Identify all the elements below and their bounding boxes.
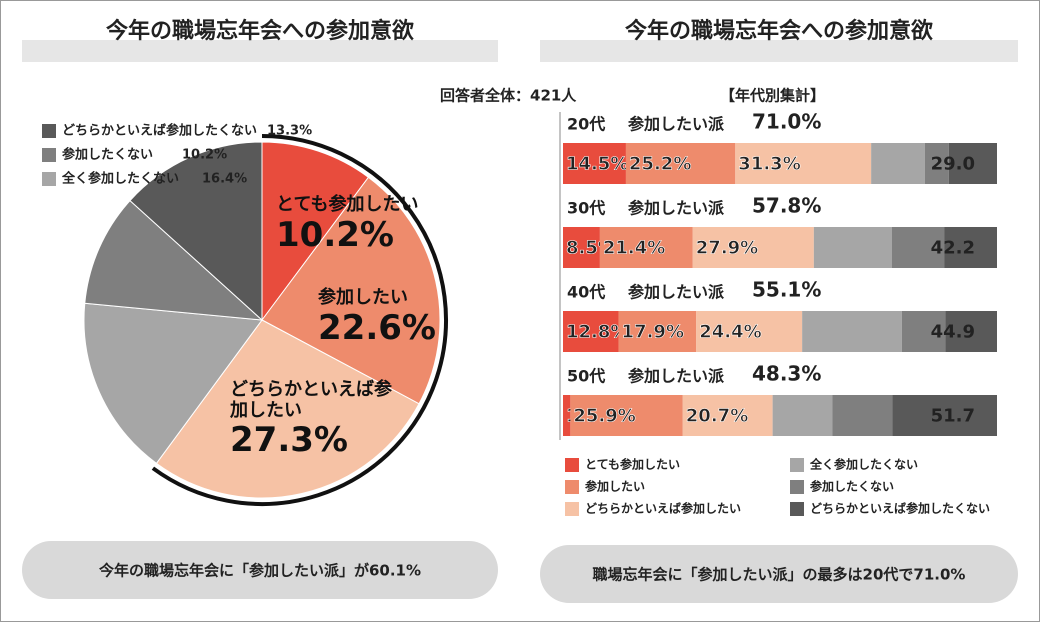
positive-total: 57.8%: [752, 194, 821, 218]
summary-pill: [540, 545, 1018, 603]
legend-value: 13.3%: [267, 124, 312, 139]
bar-segment: [563, 143, 626, 184]
bar-segment: [924, 143, 949, 184]
bar-segment: [625, 143, 736, 184]
legend-label: 全く参加したくない: [809, 457, 918, 472]
bar-label: 20.7%: [686, 406, 748, 427]
respondents: 回答者全体：421人: [440, 87, 577, 105]
legend-label: 参加したくない: [810, 479, 894, 494]
bar-segment: [948, 143, 997, 184]
bar-segment: [563, 227, 600, 268]
group-label: 参加したい派: [628, 115, 725, 134]
negative-total: 44.9: [931, 322, 975, 343]
title-band: [540, 40, 1018, 62]
bar-segment: [599, 227, 693, 268]
legend-swatch: [565, 458, 579, 472]
bar-segment: [772, 395, 833, 436]
subtitle: 【年代別集計】: [720, 87, 825, 105]
bar-label: 14.5%: [566, 154, 628, 175]
positive-total: 71.0%: [752, 110, 821, 134]
legend-swatch: [42, 124, 56, 138]
slice-label: 参加したい 22.6%: [318, 287, 483, 348]
slice-name: どちらかといえば参加したい: [230, 379, 392, 421]
category-label: 20代: [567, 115, 605, 134]
category-label: 50代: [567, 367, 605, 386]
legend-label: どちらかといえば参加したくない: [810, 501, 990, 516]
bar-segment: [692, 227, 814, 268]
group-label: 参加したい派: [628, 199, 725, 218]
legend-swatch: [565, 480, 579, 494]
legend-swatch: [790, 502, 804, 516]
bar-label: 31.3%: [738, 154, 800, 175]
group-label: 参加したい派: [628, 367, 725, 386]
summary-pill: [22, 541, 498, 599]
positive-total: 55.1%: [752, 278, 821, 302]
bar-segment: [696, 311, 803, 352]
slice-label: とても参加したい 10.2%: [276, 194, 441, 255]
bar-label: 12.8%: [566, 322, 628, 343]
summary: 今年の職場忘年会に「参加したい派」が60.1%: [98, 562, 421, 580]
bar-segment: [871, 143, 925, 184]
slice-value: 10.2%: [276, 214, 394, 255]
bar-label: 21.4%: [603, 238, 665, 259]
bar-segment: [735, 143, 872, 184]
bar-label: 25.9%: [573, 406, 635, 427]
negative-total: 51.7: [931, 406, 975, 427]
bar-segment: [892, 395, 997, 436]
negative-total: 29.0: [931, 154, 975, 175]
bar-segment: [618, 311, 697, 352]
legend-label: とても参加したい: [585, 457, 680, 472]
legend-label: 参加したい: [585, 479, 645, 494]
pie-slice: [129, 141, 263, 322]
pie-slice: [261, 176, 441, 405]
bar-segment: [891, 227, 945, 268]
bar-segment: [901, 311, 946, 352]
legend-value: 16.4%: [202, 172, 247, 187]
negative-total: 42.2: [931, 238, 975, 259]
positive-total: 48.3%: [752, 362, 821, 386]
legend-label: どちらかといえば参加したい: [585, 501, 741, 516]
slice-name: とても参加したい: [276, 194, 419, 215]
slice-value: 22.6%: [318, 307, 436, 348]
bar-segment: [570, 395, 683, 436]
bar-segment: [802, 311, 902, 352]
legend-swatch: [790, 480, 804, 494]
bar-segment: [813, 227, 892, 268]
category-label: 30代: [567, 199, 605, 218]
pie-slice: [261, 141, 370, 322]
legend-label: どちらかといえば参加したくない: [62, 123, 257, 139]
chart-title: 今年の職場忘年会への参加意欲: [625, 18, 933, 44]
pie-slice: [155, 319, 420, 499]
chart-title: 今年の職場忘年会への参加意欲: [106, 18, 414, 44]
bar-label: 24.4%: [699, 322, 761, 343]
legend-label: 参加したくない: [62, 147, 153, 163]
bar-segment: [563, 311, 619, 352]
bar-segment: [563, 395, 571, 436]
slice-value: 27.3%: [230, 420, 348, 461]
highlight-arc: [151, 134, 448, 506]
category-label: 40代: [567, 283, 605, 302]
pie-slice: [84, 199, 264, 321]
bar-segment: [682, 395, 773, 436]
legend-swatch: [790, 458, 804, 472]
slice-name: 参加したい: [318, 287, 408, 308]
bar-label: 27.9%: [696, 238, 758, 259]
legend-swatch: [565, 502, 579, 516]
bar-label: 17.9%: [622, 322, 684, 343]
pie-slice: [83, 302, 263, 465]
legend-value: 10.2%: [182, 148, 227, 163]
legend-label: 全く参加したくない: [61, 171, 179, 187]
bar-segment: [832, 395, 893, 436]
group-label: 参加したい派: [628, 283, 725, 302]
slice-label: どちらかといえば参加したい 27.3%: [230, 379, 395, 461]
bar-segment: [945, 311, 997, 352]
legend-swatch: [42, 172, 56, 186]
legend-swatch: [42, 148, 56, 162]
bar-label: 25.2%: [629, 154, 691, 175]
summary: 職場忘年会に「参加したい派」の最多は20代で71.0%: [593, 566, 966, 584]
title-band: [22, 40, 498, 62]
bar-segment: [944, 227, 997, 268]
